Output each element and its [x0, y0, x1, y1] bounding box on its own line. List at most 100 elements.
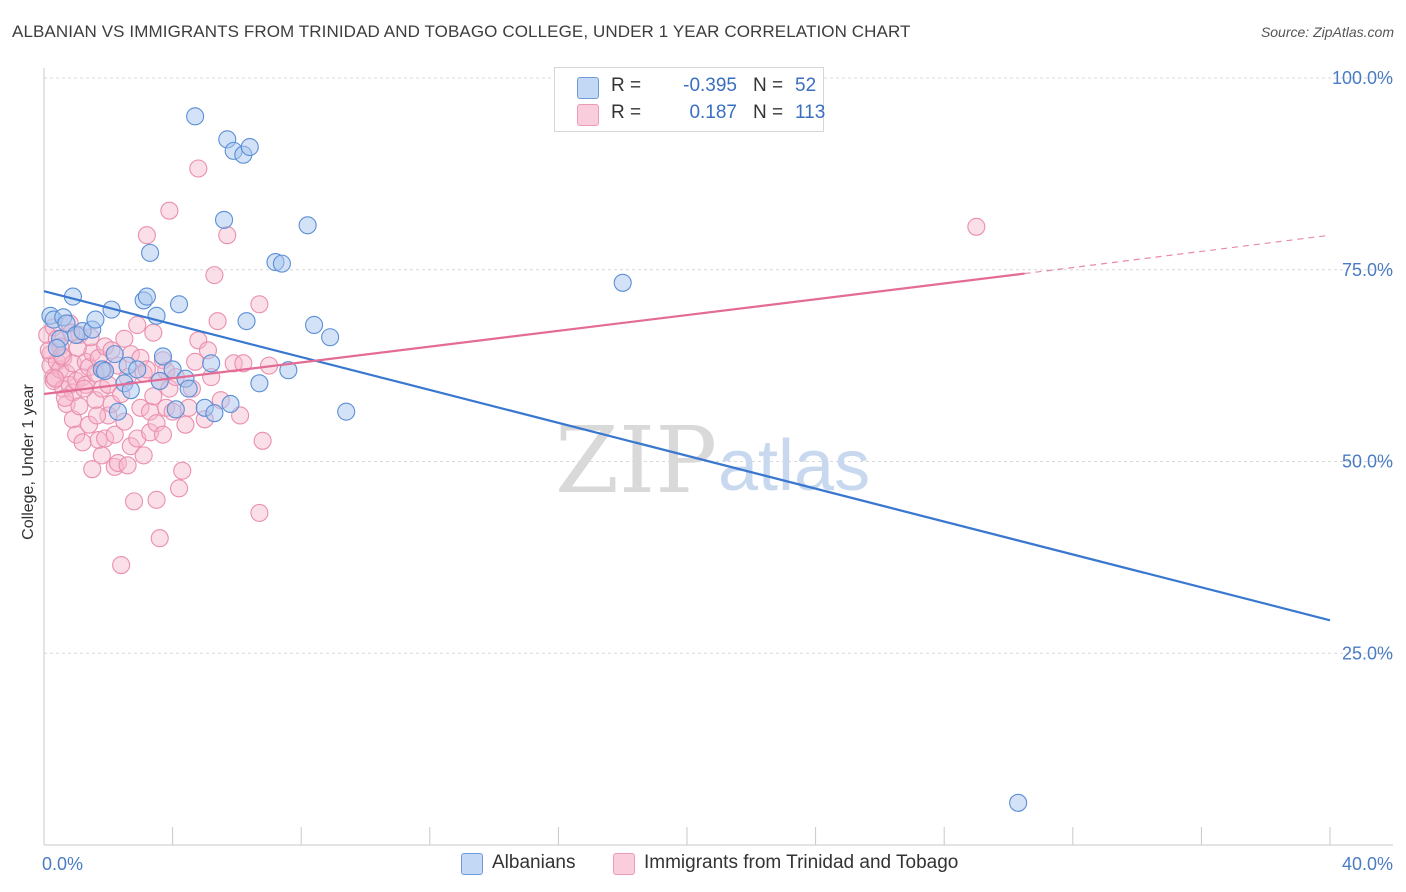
data-point-albanians	[108, 402, 127, 421]
data-point-immigrants	[137, 226, 156, 245]
data-point-albanians	[166, 400, 185, 419]
data-point-immigrants	[250, 295, 269, 314]
data-point-albanians	[47, 338, 66, 358]
data-point-albanians	[237, 312, 256, 331]
data-point-immigrants	[173, 461, 192, 480]
data-point-immigrants	[105, 425, 124, 444]
data-point-immigrants	[169, 479, 189, 498]
data-point-albanians	[250, 374, 269, 393]
legend-n-value: 113	[795, 102, 826, 123]
y-tick-label: 50.0%	[1342, 452, 1393, 472]
trend-line-immigrants-extension	[1024, 234, 1331, 275]
data-point-immigrants	[96, 429, 115, 448]
data-point-immigrants	[134, 446, 153, 465]
data-point-immigrants	[150, 529, 169, 548]
source-credit: Source: ZipAtlas.com	[1260, 24, 1394, 40]
watermark-atlas: atlas	[718, 426, 870, 506]
legend-swatch-blue	[461, 853, 483, 875]
data-point-albanians	[86, 310, 105, 329]
data-point-immigrants	[234, 354, 253, 373]
data-point-albanians	[137, 287, 156, 306]
legend-label: Albanians	[492, 852, 576, 873]
data-point-albanians	[205, 404, 224, 423]
data-point-immigrants	[224, 354, 243, 373]
data-point-immigrants	[250, 503, 269, 522]
data-point-albanians	[321, 328, 340, 347]
data-point-albanians	[305, 315, 324, 335]
tick-labels: 100.0% 75.0% 50.0% 25.0% 0.0% 40.0%	[42, 68, 1393, 874]
data-point-immigrants	[147, 414, 166, 433]
data-point-albanians	[221, 394, 240, 414]
data-point-albanians	[240, 137, 259, 157]
legend-swatch-pink	[577, 104, 599, 126]
watermark-zip: ZIP	[555, 407, 717, 514]
watermark: ZIP atlas	[555, 407, 870, 514]
data-point-albanians	[613, 273, 632, 292]
series-albanians-points	[41, 107, 1028, 812]
data-point-immigrants	[176, 415, 195, 434]
legend-n-value: 52	[795, 75, 817, 96]
data-point-immigrants	[147, 490, 166, 509]
x-tick-label: 40.0%	[1342, 854, 1393, 874]
data-point-immigrants	[144, 323, 163, 342]
legend-n-label: N =	[753, 75, 784, 96]
trend-lines	[43, 234, 1331, 622]
data-point-immigrants	[121, 437, 140, 456]
legend-r-label: R =	[611, 75, 642, 96]
legend-swatch-pink	[613, 853, 635, 875]
data-point-immigrants	[160, 201, 179, 220]
data-point-immigrants	[967, 217, 986, 236]
legend-r-value: -0.395	[683, 75, 737, 96]
legend-n-label: N =	[753, 102, 784, 123]
data-point-albanians	[141, 243, 160, 262]
legend-label: Immigrants from Trinidad and Tobago	[644, 852, 959, 873]
data-point-immigrants	[124, 492, 144, 511]
data-point-albanians	[121, 381, 140, 400]
data-point-immigrants	[189, 159, 208, 178]
legend-swatch-blue	[577, 77, 599, 99]
data-point-immigrants	[112, 555, 131, 575]
data-point-immigrants	[253, 431, 272, 450]
legend-r-label: R =	[611, 102, 642, 123]
data-point-immigrants	[153, 425, 173, 444]
data-point-immigrants	[131, 398, 150, 417]
chart-title: ALBANIAN VS IMMIGRANTS FROM TRINIDAD AND…	[12, 22, 911, 41]
x-tick-label: 0.0%	[42, 854, 83, 874]
stats-legend: R = -0.395 N = 52 R = 0.187 N = 113	[554, 67, 826, 132]
data-point-albanians	[214, 210, 234, 229]
data-point-immigrants	[63, 410, 82, 429]
y-tick-label: 25.0%	[1342, 643, 1393, 663]
data-point-immigrants	[115, 329, 134, 348]
data-point-immigrants	[55, 388, 74, 407]
data-point-albanians	[1009, 793, 1028, 812]
data-point-immigrants	[144, 387, 163, 406]
data-point-albanians	[279, 361, 298, 380]
y-tick-label: 75.0%	[1342, 260, 1393, 280]
data-point-albanians	[153, 347, 173, 366]
axes	[43, 68, 1393, 846]
data-point-immigrants	[118, 456, 137, 475]
data-point-albanians	[105, 345, 124, 364]
data-point-immigrants	[73, 433, 92, 452]
data-point-immigrants	[83, 460, 102, 479]
data-point-albanians	[128, 360, 147, 379]
data-point-albanians	[186, 107, 205, 126]
data-point-immigrants	[205, 266, 224, 285]
data-point-albanians	[96, 361, 115, 381]
y-tick-label: 100.0%	[1332, 68, 1393, 88]
data-point-albanians	[272, 254, 291, 273]
data-point-immigrants	[89, 430, 108, 450]
data-point-immigrants	[128, 315, 147, 335]
legend-r-value: 0.187	[689, 102, 737, 123]
data-point-immigrants	[70, 397, 89, 416]
data-point-albanians	[202, 354, 221, 373]
data-point-immigrants	[67, 425, 86, 444]
data-point-immigrants	[218, 226, 237, 245]
data-point-immigrants	[46, 369, 65, 388]
y-axis-label: College, Under 1 year	[20, 384, 37, 540]
data-point-immigrants	[87, 406, 107, 425]
data-point-immigrants	[208, 312, 227, 331]
data-point-albanians	[169, 295, 189, 314]
data-point-albanians	[337, 402, 356, 421]
